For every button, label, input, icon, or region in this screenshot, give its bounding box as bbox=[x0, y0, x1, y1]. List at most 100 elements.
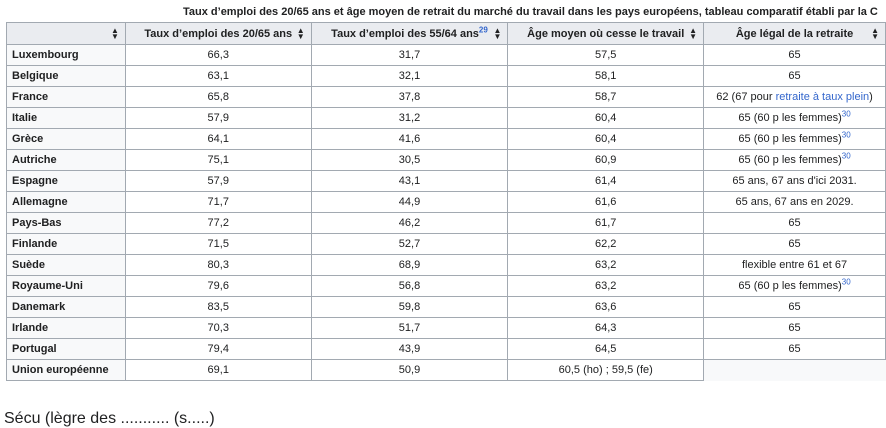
employment-20-65-cell: 64,1 bbox=[124, 128, 312, 150]
legal-age-text: 65 (60 p les femmes) bbox=[738, 133, 842, 145]
legal-age-text: flexible entre 61 et 67 bbox=[741, 259, 848, 271]
sort-header-employment-55-64[interactable]: Taux d’emploi des 55/64 ans29 ▲ ▼ bbox=[310, 22, 509, 45]
table-body: Luxembourg 66,3 31,7 57,5 65 Belgique 63,1 32,1… bbox=[6, 44, 886, 381]
table-row: Finlande 71,5 52,7 62,2 65 bbox=[6, 233, 886, 255]
legal-age-cell: 65 ans, 67 ans en 2029. bbox=[703, 191, 886, 213]
average-age-cell: 61,6 bbox=[507, 191, 705, 213]
employment-20-65-cell: 70,3 bbox=[124, 317, 312, 339]
table-row: Grèce 64,1 41,6 60,4 65 (60 p les femmes)30 bbox=[6, 128, 886, 150]
sort-icon[interactable]: ▲ ▼ bbox=[493, 26, 502, 41]
legal-age-cell: flexible entre 61 et 67 bbox=[703, 254, 886, 276]
employment-55-64-cell: 32,1 bbox=[310, 65, 509, 87]
legal-age-cell: 65 (60 p les femmes)30 bbox=[703, 275, 886, 297]
legal-age-cell: 65 (60 p les femmes)30 bbox=[703, 107, 886, 129]
legal-age-text: 62 (67 pour bbox=[716, 91, 776, 103]
reference-link[interactable]: 30 bbox=[841, 109, 851, 119]
employment-20-65-cell: 79,6 bbox=[124, 275, 312, 297]
average-age-cell: 60,5 (ho) ; 59,5 (fe) bbox=[507, 359, 705, 381]
employment-55-64-cell: 52,7 bbox=[310, 233, 509, 255]
legal-age-text: 65 (60 p les femmes) bbox=[738, 280, 842, 292]
sort-header-average-age[interactable]: Âge moyen où cesse le travail ▲ ▼ bbox=[507, 22, 705, 45]
legal-age-text: 65 bbox=[788, 301, 801, 313]
legal-age-cell: 65 bbox=[703, 44, 886, 66]
employment-55-64-cell: 51,7 bbox=[310, 317, 509, 339]
retirement-comparison-table: ▲ ▼ Taux d’emploi des 20/65 ans ▲ ▼ Taux d… bbox=[6, 22, 886, 381]
country-cell: France bbox=[6, 86, 126, 108]
average-age-cell: 60,4 bbox=[507, 107, 705, 129]
employment-55-64-cell: 46,2 bbox=[310, 212, 509, 234]
average-age-cell: 62,2 bbox=[507, 233, 705, 255]
sort-icon[interactable]: ▲ ▼ bbox=[296, 26, 305, 41]
country-cell: Belgique bbox=[6, 65, 126, 87]
country-cell: Allemagne bbox=[6, 191, 126, 213]
employment-20-65-cell: 65,8 bbox=[124, 86, 312, 108]
country-cell: Danemark bbox=[6, 296, 126, 318]
sort-icon[interactable]: ▲ ▼ bbox=[871, 26, 879, 41]
reference-link[interactable]: 29 bbox=[478, 24, 488, 34]
employment-20-65-cell: 71,5 bbox=[124, 233, 312, 255]
employment-20-65-cell: 71,7 bbox=[124, 191, 312, 213]
average-age-cell: 58,1 bbox=[507, 65, 705, 87]
employment-20-65-cell: 66,3 bbox=[124, 44, 312, 66]
employment-55-64-cell: 56,8 bbox=[310, 275, 509, 297]
average-age-cell: 63,2 bbox=[507, 275, 705, 297]
average-age-cell: 63,2 bbox=[507, 254, 705, 276]
legal-age-text: ) bbox=[869, 91, 873, 103]
average-age-cell: 64,5 bbox=[507, 338, 705, 360]
employment-20-65-cell: 75,1 bbox=[124, 149, 312, 171]
average-age-cell: 61,4 bbox=[507, 170, 705, 192]
legal-age-cell: 65 bbox=[703, 317, 886, 339]
table-row: Belgique 63,1 32,1 58,1 65 bbox=[6, 65, 886, 87]
legal-age-cell: 65 bbox=[703, 338, 886, 360]
employment-55-64-cell: 44,9 bbox=[310, 191, 509, 213]
legal-age-text: 65 (60 p les femmes) bbox=[738, 112, 842, 124]
sort-header-employment-20-65[interactable]: Taux d’emploi des 20/65 ans ▲ ▼ bbox=[124, 22, 312, 45]
employment-55-64-cell: 41,6 bbox=[310, 128, 509, 150]
country-cell: Italie bbox=[6, 107, 126, 129]
table-row: Espagne 57,9 43,1 61,4 65 ans, 67 ans d'ici … bbox=[6, 170, 886, 192]
country-cell: Autriche bbox=[6, 149, 126, 171]
employment-20-65-cell: 80,3 bbox=[124, 254, 312, 276]
employment-55-64-cell: 43,1 bbox=[310, 170, 509, 192]
employment-20-65-cell: 57,9 bbox=[124, 170, 312, 192]
table-row: Irlande 70,3 51,7 64,3 65 bbox=[6, 317, 886, 339]
employment-20-65-cell: 79,4 bbox=[124, 338, 312, 360]
country-cell: Portugal bbox=[6, 338, 126, 360]
legal-age-text: 65 bbox=[788, 238, 801, 250]
sort-header-country[interactable]: ▲ ▼ bbox=[6, 22, 126, 45]
full-rate-retirement-link[interactable]: retraite à taux plein bbox=[775, 91, 870, 103]
table-row: Autriche 75,1 30,5 60,9 65 (60 p les femmes)… bbox=[6, 149, 886, 171]
reference-link[interactable]: 30 bbox=[841, 277, 851, 287]
legal-age-text: 65 bbox=[788, 217, 801, 229]
table-row: Danemark 83,5 59,8 63,6 65 bbox=[6, 296, 886, 318]
reference-link[interactable]: 30 bbox=[841, 130, 851, 140]
sort-icon[interactable]: ▲ ▼ bbox=[689, 26, 698, 41]
average-age-cell: 61,7 bbox=[507, 212, 705, 234]
table-row: Italie 57,9 31,2 60,4 65 (60 p les femmes)30 bbox=[6, 107, 886, 129]
country-cell: Finlande bbox=[6, 233, 126, 255]
country-cell: Royaume-Uni bbox=[6, 275, 126, 297]
sort-icon[interactable]: ▲ ▼ bbox=[110, 26, 119, 41]
legal-age-text: 65 (60 p les femmes) bbox=[738, 154, 842, 166]
legal-age-text: 65 bbox=[788, 70, 801, 82]
header-label: Âge moyen où cesse le travail bbox=[527, 27, 685, 40]
employment-55-64-cell: 31,2 bbox=[310, 107, 509, 129]
employment-55-64-cell: 50,9 bbox=[310, 359, 509, 381]
legal-age-cell: 65 bbox=[703, 212, 886, 234]
table-row: Portugal 79,4 43,9 64,5 65 bbox=[6, 338, 886, 360]
average-age-cell: 58,7 bbox=[507, 86, 705, 108]
legal-age-cell: 65 ans, 67 ans d'ici 2031. bbox=[703, 170, 886, 192]
country-cell: Irlande bbox=[6, 317, 126, 339]
country-cell: Grèce bbox=[6, 128, 126, 150]
table-row: Allemagne 71,7 44,9 61,6 65 ans, 67 ans en 2… bbox=[6, 191, 886, 213]
legal-age-text: 65 ans, 67 ans en 2029. bbox=[735, 196, 854, 208]
average-age-cell: 60,4 bbox=[507, 128, 705, 150]
employment-20-65-cell: 63,1 bbox=[124, 65, 312, 87]
header-label: Taux d’emploi des 55/64 ans bbox=[331, 27, 479, 40]
country-cell: Luxembourg bbox=[6, 44, 126, 66]
average-age-cell: 60,9 bbox=[507, 149, 705, 171]
table-row: Suède 80,3 68,9 63,2 flexible entre 61 et 67 bbox=[6, 254, 886, 276]
country-cell: Espagne bbox=[6, 170, 126, 192]
reference-link[interactable]: 30 bbox=[841, 151, 851, 161]
sort-header-legal-age[interactable]: Âge légal de la retraite ▲ ▼ bbox=[703, 22, 886, 45]
